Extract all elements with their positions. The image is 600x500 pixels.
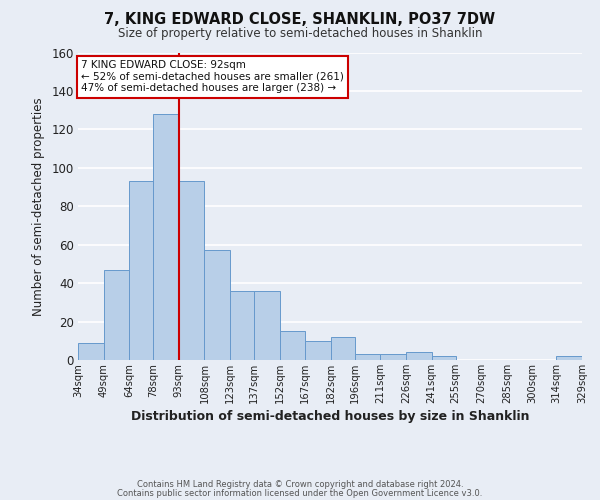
Text: 7, KING EDWARD CLOSE, SHANKLIN, PO37 7DW: 7, KING EDWARD CLOSE, SHANKLIN, PO37 7DW (104, 12, 496, 28)
Bar (380, 354, 406, 360)
Bar (104, 270, 129, 360)
Bar (305, 341, 331, 360)
Text: 7 KING EDWARD CLOSE: 92sqm
← 52% of semi-detached houses are smaller (261)
47% o: 7 KING EDWARD CLOSE: 92sqm ← 52% of semi… (82, 60, 344, 94)
Bar (280, 331, 305, 360)
Bar (205, 250, 230, 360)
Bar (179, 182, 205, 360)
X-axis label: Distribution of semi-detached houses by size in Shanklin: Distribution of semi-detached houses by … (131, 410, 529, 423)
Bar (129, 182, 153, 360)
Bar (355, 354, 380, 360)
Bar (254, 291, 280, 360)
Bar (153, 114, 179, 360)
Bar (78, 342, 104, 360)
Text: Contains public sector information licensed under the Open Government Licence v3: Contains public sector information licen… (118, 489, 482, 498)
Text: Contains HM Land Registry data © Crown copyright and database right 2024.: Contains HM Land Registry data © Crown c… (137, 480, 463, 489)
Bar (556, 356, 582, 360)
Bar (331, 337, 355, 360)
Bar (431, 356, 455, 360)
Y-axis label: Number of semi-detached properties: Number of semi-detached properties (32, 97, 44, 316)
Bar (406, 352, 431, 360)
Bar (230, 291, 254, 360)
Text: Size of property relative to semi-detached houses in Shanklin: Size of property relative to semi-detach… (118, 28, 482, 40)
